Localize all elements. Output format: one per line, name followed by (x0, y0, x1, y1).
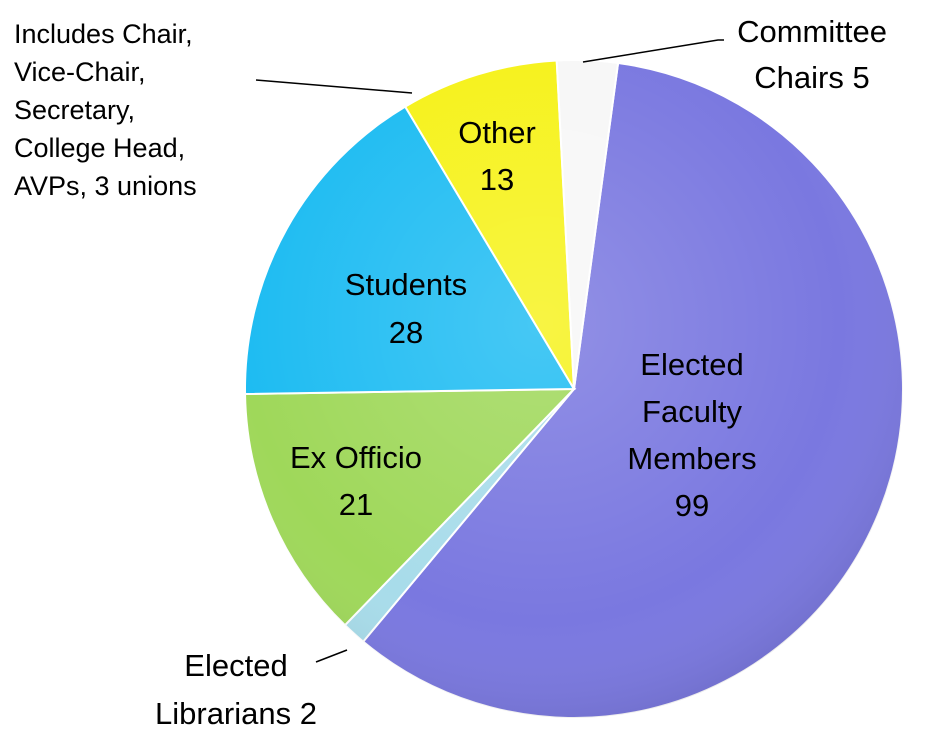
slice-label-line: Elected (184, 648, 287, 683)
leader-line-annotation (255, 79, 413, 94)
pie-shading (245, 60, 903, 718)
slice-label-line: 13 (480, 162, 514, 197)
slice-label-line: Other (458, 115, 536, 150)
slice-label-other: Other 13 (458, 115, 536, 197)
slice-label-ex-officio: Ex Officio 21 (290, 440, 422, 522)
slice-label-line: Elected (640, 347, 743, 382)
slice-label-line: 99 (675, 488, 709, 523)
slice-labels: Elected Faculty Members 99 Elected Librarians… (155, 14, 887, 729)
slice-label-line: Committee (737, 14, 887, 49)
slice-label-line: Faculty (642, 394, 742, 429)
slice-label-line: 21 (339, 487, 373, 522)
slice-label-elected-faculty: Elected Faculty Members 99 (627, 347, 756, 523)
annotation-line: Vice-Chair, (14, 57, 146, 87)
slice-label-line: Members (627, 441, 756, 476)
annotation-line: College Head, (14, 133, 185, 163)
slice-label-line: 28 (389, 315, 423, 350)
slice-label-students: Students 28 (345, 267, 467, 350)
leader-line-elected-librarians (315, 649, 348, 663)
annotation-note: Includes Chair, Vice-Chair, Secretary, Coll… (14, 19, 197, 201)
slice-label-committee-chairs: Committee Chairs 5 (737, 14, 887, 95)
annotation-line: Secretary, (14, 95, 135, 125)
slice-label-line: Librarians 2 (155, 696, 317, 729)
leader-lines (255, 39, 724, 663)
slice-label-elected-librarians: Elected Librarians 2 (155, 648, 317, 729)
slice-label-line: Chairs 5 (754, 60, 869, 95)
leader-line-committee-chairs (582, 39, 724, 63)
slice-label-line: Ex Officio (290, 440, 422, 475)
slice-label-line: Students (345, 267, 467, 302)
annotation-line: Includes Chair, (14, 19, 193, 49)
annotation-line: AVPs, 3 unions (14, 171, 197, 201)
